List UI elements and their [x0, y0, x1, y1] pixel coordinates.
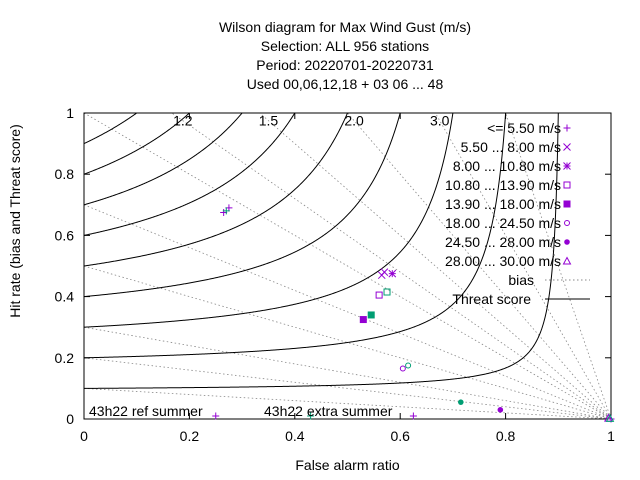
annotation-0: 43h22 ref summer — [89, 403, 203, 419]
legend-marker-0 — [563, 124, 571, 132]
y-tick-label-0: 0 — [66, 411, 74, 427]
y-tick-label-5: 1 — [66, 105, 74, 121]
legend-marker-3 — [563, 181, 571, 189]
bias-line-8 — [346, 113, 611, 419]
threat-score-line-3 — [84, 113, 401, 298]
bias-label-3: 3.0 — [430, 113, 450, 129]
bias-line-7 — [259, 113, 611, 419]
data-point-s8-1 — [307, 412, 315, 420]
bias-label-1: 1.5 — [259, 113, 279, 129]
y-tick-label-2: 0.4 — [55, 289, 75, 305]
legend-marker-6 — [564, 239, 570, 245]
data-point-s12-0 — [458, 399, 464, 405]
bias-line-10 — [505, 113, 611, 419]
threat-score-line-2 — [84, 113, 454, 328]
threat-score-lines — [84, 113, 559, 389]
data-points — [212, 204, 615, 423]
legend-bias-label: bias — [508, 272, 534, 288]
data-point-s9-0 — [383, 288, 391, 296]
data-point-s0-2 — [212, 412, 220, 420]
title-line-2: Selection: ALL 956 stations — [261, 38, 429, 54]
annotations: 43h22 ref summer 43h22 extra summer — [89, 403, 393, 419]
data-point-s8-0 — [222, 207, 230, 215]
data-point-s0-3 — [409, 412, 417, 420]
data-point-s2-0 — [388, 269, 397, 278]
threat-score-line-6 — [84, 113, 243, 206]
legend-label-6: 24.50 ... 28.00 m/s — [445, 234, 561, 250]
title-line-3: Period: 20220701-20220731 — [256, 57, 434, 73]
bias-label-0: 1.2 — [173, 113, 193, 129]
bias-line-1 — [84, 357, 611, 419]
data-point-s1-1 — [380, 268, 389, 276]
x-tick-label-2: 0.4 — [285, 428, 305, 444]
legend: <= 5.50 m/s 5.50 ... 8.00 m/s 8.00 ... 10.… — [445, 120, 590, 307]
threat-score-line-8 — [84, 113, 138, 145]
axis-ticks: 0 0.2 0.4 0.6 0.8 1 0 0.2 0.4 0.6 0.8 1 — [55, 105, 616, 444]
x-tick-label-1: 0.2 — [180, 428, 200, 444]
y-tick-label-3: 0.6 — [55, 227, 75, 243]
title-line-4: Used 00,06,12,18 + 03 06 ... 48 — [247, 76, 444, 92]
threat-score-line-4 — [84, 113, 349, 267]
y-tick-label-4: 0.8 — [55, 166, 75, 182]
bias-line-2 — [84, 326, 611, 419]
legend-label-2: 8.00 ... 10.80 m/s — [453, 158, 561, 174]
legend-marker-7 — [562, 256, 572, 265]
threat-score-line-0 — [84, 113, 559, 389]
plot-frame — [83, 112, 612, 420]
data-point-s4-0 — [359, 316, 367, 324]
data-point-s11-0 — [405, 362, 412, 369]
title-line-1: Wilson diagram for Max Wind Gust (m/s) — [219, 19, 471, 35]
threat-score-line-1 — [84, 113, 507, 359]
legend-marker-2 — [563, 162, 571, 170]
legend-label-4: 13.90 ... 18.00 m/s — [445, 196, 561, 212]
x-axis-label: False alarm ratio — [295, 457, 399, 473]
bias-labels: 1.2 1.5 2.0 3.0 — [173, 113, 450, 129]
threat-score-line-5 — [84, 113, 296, 236]
legend-label-5: 18.00 ... 24.50 m/s — [445, 215, 561, 231]
bias-lines — [84, 113, 611, 419]
legend-label-7: 28.00 ... 30.00 m/s — [445, 253, 561, 269]
legend-marker-1 — [563, 143, 571, 151]
data-point-s13-0 — [605, 413, 615, 422]
data-point-s10-0 — [367, 311, 375, 319]
legend-label-3: 10.80 ... 13.90 m/s — [445, 177, 561, 193]
legend-threat-label: Threat score — [452, 291, 531, 307]
legend-label-1: 5.50 ... 8.00 m/s — [461, 139, 561, 155]
data-point-s5-0 — [399, 365, 406, 372]
bias-label-2: 2.0 — [344, 113, 364, 129]
x-tick-label-5: 1 — [607, 428, 615, 444]
y-axis-label: Hit rate (bias and Threat score) — [7, 124, 23, 318]
legend-label-0: <= 5.50 m/s — [487, 120, 561, 136]
annotation-1: 43h22 extra summer — [264, 403, 393, 419]
bias-line-3 — [84, 265, 611, 419]
x-tick-label-0: 0 — [80, 428, 88, 444]
data-point-s3-0 — [375, 291, 383, 299]
legend-marker-5 — [564, 220, 570, 226]
bias-line-6 — [171, 113, 611, 419]
y-tick-label-1: 0.2 — [55, 350, 75, 366]
chart-title: Wilson diagram for Max Wind Gust (m/s) Se… — [219, 19, 471, 92]
bias-line-4 — [84, 204, 611, 419]
x-tick-label-3: 0.6 — [390, 428, 410, 444]
bias-line-5 — [84, 113, 611, 419]
legend-marker-4 — [563, 200, 571, 208]
threat-score-line-7 — [84, 113, 191, 175]
data-point-s6-0 — [497, 407, 504, 413]
x-tick-label-4: 0.8 — [496, 428, 516, 444]
